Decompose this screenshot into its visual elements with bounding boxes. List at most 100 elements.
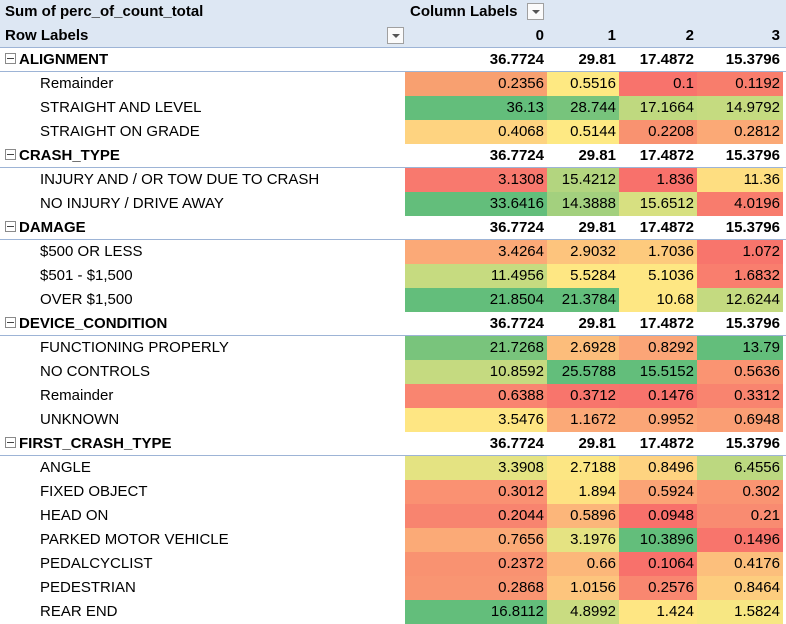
value-cell[interactable]: 1.072: [697, 240, 783, 264]
group-total-cell[interactable]: 17.4872: [639, 147, 694, 164]
value-cell[interactable]: 25.5788: [547, 360, 619, 384]
value-cell[interactable]: 0.5144: [547, 120, 619, 144]
item-label[interactable]: PEDALCYCLIST: [40, 555, 153, 572]
value-cell[interactable]: 13.79: [697, 336, 783, 360]
group-label[interactable]: CRASH_TYPE: [0, 144, 405, 168]
column-header-2[interactable]: 2: [685, 27, 694, 44]
value-cell[interactable]: 0.6948: [697, 408, 783, 432]
value-cell[interactable]: 36.13: [405, 96, 547, 120]
row-labels-header[interactable]: Row Labels: [5, 27, 89, 44]
group-total-cell[interactable]: 36.7724: [489, 315, 544, 332]
collapse-icon[interactable]: [5, 52, 16, 64]
value-cell[interactable]: 15.5152: [619, 360, 697, 384]
value-cell[interactable]: 17.1664: [619, 96, 697, 120]
item-label[interactable]: $501 - $1,500: [40, 267, 133, 284]
item-label[interactable]: $500 OR LESS: [40, 243, 143, 260]
group-total-cell[interactable]: 15.3796: [725, 315, 780, 332]
item-label[interactable]: ANGLE: [40, 459, 91, 476]
value-cell[interactable]: 1.6832: [697, 264, 783, 288]
column-header-3[interactable]: 3: [771, 27, 780, 44]
group-total-cell[interactable]: 17.4872: [639, 315, 694, 332]
value-cell[interactable]: 0.1192: [697, 72, 783, 96]
group-total-cell[interactable]: 36.7724: [489, 435, 544, 452]
value-cell[interactable]: 2.9032: [547, 240, 619, 264]
value-cell[interactable]: 4.0196: [697, 192, 783, 216]
item-label[interactable]: PARKED MOTOR VEHICLE: [40, 531, 229, 548]
value-cell[interactable]: 0.2044: [405, 504, 547, 528]
group-total-cell[interactable]: 29.81: [578, 435, 616, 452]
group-label[interactable]: ALIGNMENT: [0, 48, 405, 72]
group-total-cell[interactable]: 17.4872: [639, 435, 694, 452]
group-label[interactable]: FIRST_CRASH_TYPE: [0, 432, 405, 456]
value-cell[interactable]: 1.894: [547, 480, 619, 504]
group-total-cell[interactable]: 15.3796: [725, 147, 780, 164]
value-cell[interactable]: 0.3712: [547, 384, 619, 408]
column-header-0[interactable]: 0: [535, 27, 544, 44]
group-total-cell[interactable]: 36.7724: [489, 147, 544, 164]
column-labels-filter-dropdown-icon[interactable]: [527, 3, 544, 20]
value-field-label[interactable]: Sum of perc_of_count_total: [5, 3, 204, 20]
value-cell[interactable]: 28.744: [547, 96, 619, 120]
value-cell[interactable]: 0.5636: [697, 360, 783, 384]
group-total-cell[interactable]: 15.3796: [725, 435, 780, 452]
group-total-cell[interactable]: 15.3796: [725, 219, 780, 236]
value-cell[interactable]: 11.36: [697, 168, 783, 192]
value-cell[interactable]: 0.1476: [619, 384, 697, 408]
value-cell[interactable]: 1.424: [619, 600, 697, 624]
value-cell[interactable]: 0.2208: [619, 120, 697, 144]
value-cell[interactable]: 0.0948: [619, 504, 697, 528]
value-cell[interactable]: 11.4956: [405, 264, 547, 288]
column-header-1[interactable]: 1: [607, 27, 616, 44]
value-cell[interactable]: 5.5284: [547, 264, 619, 288]
value-cell[interactable]: 0.5924: [619, 480, 697, 504]
value-cell[interactable]: 0.8292: [619, 336, 697, 360]
value-cell[interactable]: 15.4212: [547, 168, 619, 192]
collapse-icon[interactable]: [5, 220, 16, 232]
value-cell[interactable]: 0.5516: [547, 72, 619, 96]
item-label[interactable]: Remainder: [40, 75, 114, 92]
value-cell[interactable]: 0.66: [547, 552, 619, 576]
value-cell[interactable]: 21.8504: [405, 288, 547, 312]
value-cell[interactable]: 0.2356: [405, 72, 547, 96]
value-cell[interactable]: 0.3312: [697, 384, 783, 408]
item-label[interactable]: OVER $1,500: [40, 291, 133, 308]
value-cell[interactable]: 0.2576: [619, 576, 697, 600]
value-cell[interactable]: 1.5824: [697, 600, 783, 624]
value-cell[interactable]: 14.9792: [697, 96, 783, 120]
collapse-icon[interactable]: [5, 316, 16, 328]
group-total-cell[interactable]: 17.4872: [639, 219, 694, 236]
value-cell[interactable]: 0.1496: [697, 528, 783, 552]
item-label[interactable]: Remainder: [40, 387, 114, 404]
collapse-icon[interactable]: [5, 148, 16, 160]
column-labels-header[interactable]: Column Labels: [410, 3, 518, 20]
value-cell[interactable]: 3.3908: [405, 456, 547, 480]
item-label[interactable]: STRAIGHT ON GRADE: [40, 123, 200, 140]
value-cell[interactable]: 1.1672: [547, 408, 619, 432]
value-cell[interactable]: 10.3896: [619, 528, 697, 552]
item-label[interactable]: NO INJURY / DRIVE AWAY: [40, 195, 224, 212]
value-cell[interactable]: 12.6244: [697, 288, 783, 312]
value-cell[interactable]: 0.2372: [405, 552, 547, 576]
group-total-cell[interactable]: 29.81: [578, 51, 616, 68]
value-cell[interactable]: 0.5896: [547, 504, 619, 528]
group-total-cell[interactable]: 15.3796: [725, 51, 780, 68]
value-cell[interactable]: 0.8464: [697, 576, 783, 600]
value-cell[interactable]: 0.21: [697, 504, 783, 528]
group-total-cell[interactable]: 29.81: [578, 315, 616, 332]
value-cell[interactable]: 3.1976: [547, 528, 619, 552]
value-cell[interactable]: 0.4176: [697, 552, 783, 576]
value-cell[interactable]: 6.4556: [697, 456, 783, 480]
row-labels-filter-dropdown-icon[interactable]: [387, 27, 404, 44]
value-cell[interactable]: 10.68: [619, 288, 697, 312]
group-label[interactable]: DEVICE_CONDITION: [0, 312, 405, 336]
value-cell[interactable]: 0.3012: [405, 480, 547, 504]
value-cell[interactable]: 14.3888: [547, 192, 619, 216]
value-cell[interactable]: 16.8112: [405, 600, 547, 624]
value-cell[interactable]: 0.302: [697, 480, 783, 504]
value-cell[interactable]: 0.1064: [619, 552, 697, 576]
value-cell[interactable]: 3.5476: [405, 408, 547, 432]
item-label[interactable]: STRAIGHT AND LEVEL: [40, 99, 202, 116]
value-cell[interactable]: 0.6388: [405, 384, 547, 408]
value-cell[interactable]: 0.4068: [405, 120, 547, 144]
item-label[interactable]: NO CONTROLS: [40, 363, 151, 380]
